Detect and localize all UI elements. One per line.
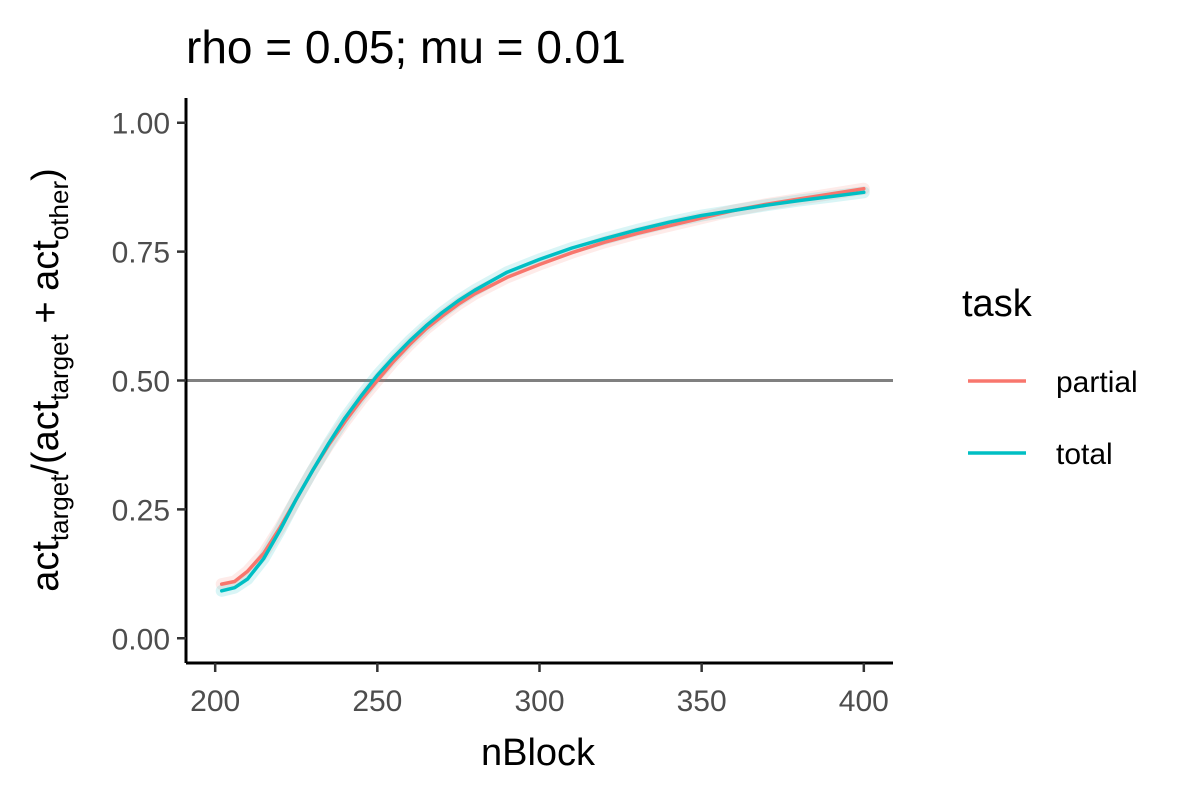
y-axis-title-part: ) <box>25 168 67 181</box>
y-axis-title-subscript: other <box>44 181 74 241</box>
y-axis-title-part: act <box>25 541 67 592</box>
series-total-line <box>219 190 866 593</box>
x-axis-ticks: 200 250 300 350 400 <box>190 663 889 718</box>
y-tick-label: 0.50 <box>112 366 170 399</box>
series-total-band <box>215 186 870 597</box>
x-tick-label: 300 <box>514 685 564 718</box>
y-axis-title-subscript: target <box>44 333 74 400</box>
y-axis-title-part: /(act <box>25 400 67 474</box>
series-partial-line <box>219 186 866 586</box>
chart-title: rho = 0.05; mu = 0.01 <box>186 21 626 73</box>
legend-label-total: total <box>1056 438 1113 471</box>
plot-area <box>186 182 893 597</box>
y-axis-title: acttarget/(acttarget + actother) <box>25 168 74 592</box>
legend-label-partial: partial <box>1056 366 1138 399</box>
x-tick-label: 200 <box>190 685 240 718</box>
legend-title: task <box>962 283 1033 325</box>
series-partial-band <box>215 182 870 591</box>
x-tick-label: 400 <box>839 685 889 718</box>
y-tick-label: 0.25 <box>112 494 170 527</box>
y-axis-title-part: + act <box>25 240 67 334</box>
y-tick-label: 0.00 <box>112 623 170 656</box>
x-tick-label: 250 <box>352 685 402 718</box>
legend: task partial total <box>962 283 1138 471</box>
y-axis-ticks: 0.00 0.25 0.50 0.75 1.00 <box>112 108 186 656</box>
x-tick-label: 350 <box>677 685 727 718</box>
y-tick-label: 0.75 <box>112 237 170 270</box>
y-axis-title-subscript: target <box>44 474 74 541</box>
x-axis-title: nBlock <box>481 732 596 774</box>
y-tick-label: 1.00 <box>112 108 170 141</box>
